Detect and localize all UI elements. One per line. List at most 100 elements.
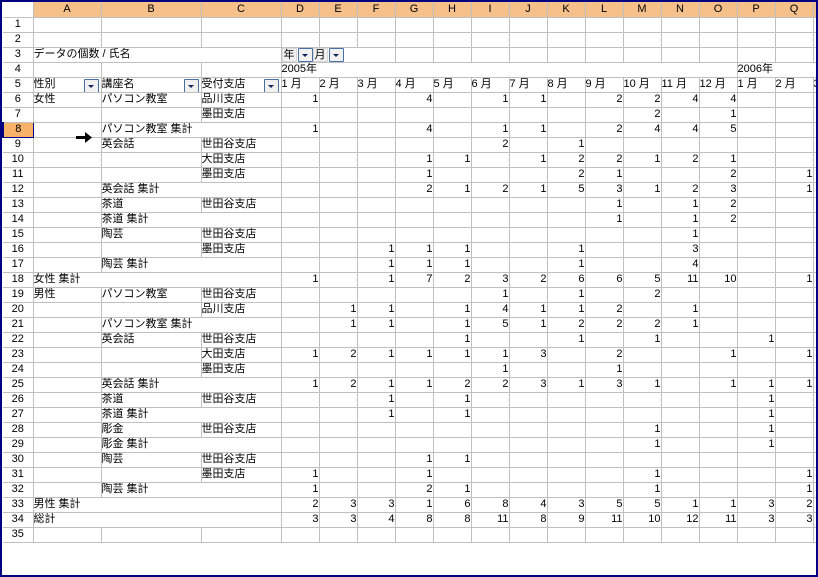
cell-M24[interactable] xyxy=(623,362,662,378)
cell-J29[interactable] xyxy=(509,436,548,453)
cell-I21[interactable]: 5 xyxy=(471,316,510,333)
cell-A8[interactable] xyxy=(33,121,102,138)
cell-C13[interactable]: 世田谷支店 xyxy=(201,197,282,213)
cell-A20[interactable] xyxy=(33,302,102,318)
cell-H28[interactable] xyxy=(433,422,472,438)
cell-C35[interactable] xyxy=(201,527,282,543)
row-header-7[interactable]: 7 xyxy=(3,107,34,123)
cell-J12[interactable]: 1 xyxy=(509,181,548,198)
cell-D32[interactable]: 1 xyxy=(281,481,320,498)
cell-M10[interactable]: 1 xyxy=(623,152,662,168)
cell-L9[interactable] xyxy=(585,137,624,153)
gender-filter-icon[interactable] xyxy=(83,78,99,91)
cell-H7[interactable] xyxy=(433,107,472,123)
cell-L16[interactable] xyxy=(585,242,624,258)
cell-A6[interactable]: 女性 xyxy=(33,92,102,108)
cell-D33[interactable]: 2 xyxy=(281,496,320,513)
cell-J26[interactable] xyxy=(509,392,548,408)
cell-A32[interactable] xyxy=(33,481,102,498)
cell-A1[interactable] xyxy=(33,17,102,33)
cell-N3[interactable] xyxy=(661,47,700,63)
cell-P26[interactable]: 1 xyxy=(737,392,776,408)
cell-M32[interactable]: 1 xyxy=(623,481,662,498)
cell-H3[interactable] xyxy=(433,47,472,63)
cell-L24[interactable]: 1 xyxy=(585,362,624,378)
cell-C22[interactable]: 世田谷支店 xyxy=(201,332,282,348)
cell-R1[interactable] xyxy=(813,17,816,33)
cell-F29[interactable] xyxy=(357,436,396,453)
cell-E11[interactable] xyxy=(319,167,358,183)
cell-A35[interactable] xyxy=(33,527,102,543)
cell-L8[interactable]: 2 xyxy=(585,121,624,138)
cell-F23[interactable]: 1 xyxy=(357,347,396,363)
cell-Q12[interactable]: 1 xyxy=(775,181,814,198)
cell-H27[interactable]: 1 xyxy=(433,406,472,423)
cell-L33[interactable]: 5 xyxy=(585,496,624,513)
cell-N18[interactable]: 11 xyxy=(661,271,700,288)
cell-N7[interactable] xyxy=(661,107,700,123)
cell-N10[interactable]: 2 xyxy=(661,152,700,168)
cell-H29[interactable] xyxy=(433,436,472,453)
cell-J22[interactable] xyxy=(509,332,548,348)
cell-J25[interactable]: 3 xyxy=(509,376,548,393)
cell-F16[interactable]: 1 xyxy=(357,242,396,258)
cell-F10[interactable] xyxy=(357,152,396,168)
cell-C31[interactable]: 墨田支店 xyxy=(201,467,282,483)
cell-M27[interactable] xyxy=(623,406,662,423)
cell-Q7[interactable] xyxy=(775,107,814,123)
cell-N29[interactable] xyxy=(661,436,700,453)
cell-C2[interactable] xyxy=(201,32,282,48)
cell-Q13[interactable] xyxy=(775,197,814,213)
cell-J30[interactable] xyxy=(509,452,548,468)
cell-H9[interactable] xyxy=(433,137,472,153)
cell-I8[interactable]: 1 xyxy=(471,121,510,138)
cell-I17[interactable] xyxy=(471,256,510,273)
cell-R21[interactable]: 2 xyxy=(813,316,816,333)
cell-I3[interactable] xyxy=(471,47,510,63)
worksheet-grid[interactable]: ABCDEFGHIJKLMNOPQRS123データの個数 / 氏名年月42005… xyxy=(2,2,816,543)
cell-F8[interactable] xyxy=(357,121,396,138)
cell-B20[interactable] xyxy=(101,302,202,318)
cell-I28[interactable] xyxy=(471,422,510,438)
cell-I11[interactable] xyxy=(471,167,510,183)
cell-A22[interactable] xyxy=(33,332,102,348)
cell-J28[interactable] xyxy=(509,422,548,438)
cell-D6[interactable]: 1 xyxy=(281,92,320,108)
cell-J6[interactable]: 1 xyxy=(509,92,548,108)
cell-P9[interactable] xyxy=(737,137,776,153)
column-header-L[interactable]: L xyxy=(585,2,624,18)
cell-K24[interactable] xyxy=(547,362,586,378)
cell-B10[interactable] xyxy=(101,152,202,168)
cell-Q19[interactable] xyxy=(775,287,814,303)
filter-header-course[interactable]: 講座名 xyxy=(100,76,202,93)
month-header-9[interactable]: 9 月 xyxy=(584,76,624,93)
row-header-13[interactable]: 13 xyxy=(3,197,34,213)
cell-D31[interactable]: 1 xyxy=(281,467,320,483)
cell-H35[interactable] xyxy=(433,527,472,543)
cell-B26[interactable]: 茶道 xyxy=(101,392,202,408)
cell-E2[interactable] xyxy=(319,32,358,48)
cell-F20[interactable]: 1 xyxy=(357,302,396,318)
cell-G19[interactable] xyxy=(395,287,434,303)
cell-N34[interactable]: 12 xyxy=(661,511,700,528)
cell-F28[interactable] xyxy=(357,422,396,438)
cell-H17[interactable]: 1 xyxy=(433,256,472,273)
cell-E12[interactable] xyxy=(319,181,358,198)
cell-H6[interactable] xyxy=(433,92,472,108)
row-label-18[interactable]: 女性 集計 xyxy=(32,271,282,288)
cell-J8[interactable]: 1 xyxy=(509,121,548,138)
cell-J10[interactable]: 1 xyxy=(509,152,548,168)
cell-I27[interactable] xyxy=(471,406,510,423)
cell-O7[interactable]: 1 xyxy=(699,107,738,123)
cell-Q29[interactable] xyxy=(775,436,814,453)
cell-E16[interactable] xyxy=(319,242,358,258)
cell-R22[interactable] xyxy=(813,332,816,348)
cell-O30[interactable] xyxy=(699,452,738,468)
cell-D20[interactable] xyxy=(281,302,320,318)
cell-D19[interactable] xyxy=(281,287,320,303)
month-field-tag[interactable]: 月 xyxy=(312,48,328,61)
cell-H11[interactable] xyxy=(433,167,472,183)
cell-J2[interactable] xyxy=(509,32,548,48)
row-header-25[interactable]: 25 xyxy=(3,377,34,393)
cell-D25[interactable]: 1 xyxy=(281,376,320,393)
